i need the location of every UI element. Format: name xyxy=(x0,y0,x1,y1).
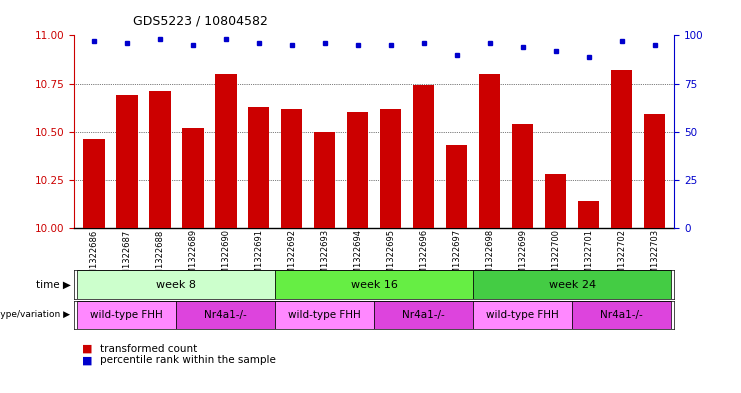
Text: week 16: week 16 xyxy=(350,279,398,290)
Bar xyxy=(512,124,534,228)
Bar xyxy=(413,85,434,228)
Text: ■: ■ xyxy=(82,343,92,354)
Text: time ▶: time ▶ xyxy=(36,279,70,290)
Text: week 8: week 8 xyxy=(156,279,196,290)
Text: week 24: week 24 xyxy=(548,279,596,290)
Text: ■: ■ xyxy=(82,355,92,365)
Text: genotype/variation ▶: genotype/variation ▶ xyxy=(0,310,70,319)
Bar xyxy=(380,108,402,228)
Bar xyxy=(149,91,170,228)
Bar xyxy=(275,301,374,329)
Text: wild-type FHH: wild-type FHH xyxy=(288,310,361,320)
Bar xyxy=(77,301,176,329)
Bar xyxy=(281,108,302,228)
Text: GDS5223 / 10804582: GDS5223 / 10804582 xyxy=(133,15,268,28)
Text: Nr4a1-/-: Nr4a1-/- xyxy=(205,310,247,320)
Bar xyxy=(644,114,665,228)
Text: Nr4a1-/-: Nr4a1-/- xyxy=(402,310,445,320)
Bar xyxy=(182,128,204,228)
Bar xyxy=(479,74,500,228)
Bar xyxy=(275,270,473,299)
Bar xyxy=(77,270,275,299)
Text: Nr4a1-/-: Nr4a1-/- xyxy=(600,310,643,320)
Bar xyxy=(473,301,572,329)
Bar xyxy=(374,301,473,329)
Bar xyxy=(314,132,336,228)
Bar xyxy=(248,107,270,228)
Bar xyxy=(116,95,138,228)
Bar xyxy=(545,174,566,228)
Bar xyxy=(83,140,104,228)
Bar xyxy=(611,70,632,228)
Text: wild-type FHH: wild-type FHH xyxy=(90,310,163,320)
Bar xyxy=(578,201,599,228)
Bar xyxy=(446,145,468,228)
Bar xyxy=(215,74,236,228)
Bar xyxy=(176,301,275,329)
Text: wild-type FHH: wild-type FHH xyxy=(486,310,559,320)
Bar xyxy=(473,270,671,299)
Text: percentile rank within the sample: percentile rank within the sample xyxy=(100,355,276,365)
Bar xyxy=(347,112,368,228)
Bar xyxy=(572,301,671,329)
Text: transformed count: transformed count xyxy=(100,343,197,354)
